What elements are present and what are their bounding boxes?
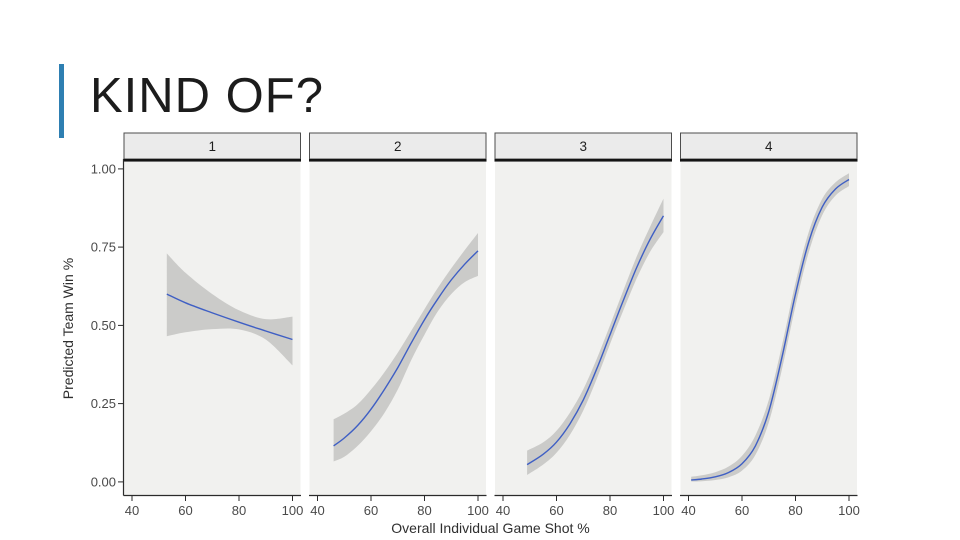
x-tick-label: 100: [838, 503, 860, 518]
y-tick-label: 0.50: [91, 318, 116, 333]
x-tick-label: 60: [735, 503, 749, 518]
facet-strip-label: 1: [208, 139, 216, 154]
x-tick-label: 40: [125, 503, 139, 518]
facet-strip-underline: [123, 159, 301, 162]
facet-strip: [123, 132, 301, 160]
x-tick-label: 60: [178, 503, 192, 518]
confidence-band: [166, 253, 293, 366]
panel-background: [495, 162, 672, 495]
facet-strip-underline: [680, 159, 858, 162]
facet-strip-underline: [494, 159, 672, 162]
y-axis-title: Predicted Team Win %: [60, 258, 76, 399]
x-tick-label: 80: [232, 503, 246, 518]
facet-strip-label: 4: [765, 139, 773, 154]
smooth-line: [166, 293, 293, 341]
x-tick-label: 80: [417, 503, 431, 518]
title-accent-bar: [59, 64, 64, 138]
x-tick-label: 40: [681, 503, 695, 518]
x-tick-label: 40: [310, 503, 324, 518]
y-tick-label: 0.25: [91, 396, 116, 411]
facet-strip-label: 2: [394, 139, 402, 154]
panel-background: [680, 162, 857, 495]
x-tick-label: 100: [653, 503, 675, 518]
x-tick-label: 40: [496, 503, 510, 518]
x-tick-label: 80: [788, 503, 802, 518]
facet-strip-underline: [309, 159, 487, 162]
x-tick-label: 60: [549, 503, 563, 518]
facet-strip: [309, 132, 487, 160]
confidence-band: [333, 233, 478, 462]
y-tick-label: 1.00: [91, 161, 116, 176]
facet-strip: [494, 132, 672, 160]
confidence-band: [527, 198, 664, 475]
smooth-line: [691, 178, 850, 481]
x-axis-title: Overall Individual Game Shot %: [391, 520, 589, 536]
y-tick-label: 0.00: [91, 474, 116, 489]
facet-strip-label: 3: [579, 139, 587, 154]
x-tick-label: 80: [603, 503, 617, 518]
smooth-line: [333, 250, 479, 447]
slide-title: KIND OF?: [90, 69, 324, 123]
y-tick-label: 0.75: [91, 240, 116, 255]
x-tick-label: 60: [364, 503, 378, 518]
facet-strip: [680, 132, 858, 160]
x-tick-label: 100: [467, 503, 489, 518]
x-tick-label: 100: [282, 503, 304, 518]
smooth-line: [526, 215, 665, 466]
